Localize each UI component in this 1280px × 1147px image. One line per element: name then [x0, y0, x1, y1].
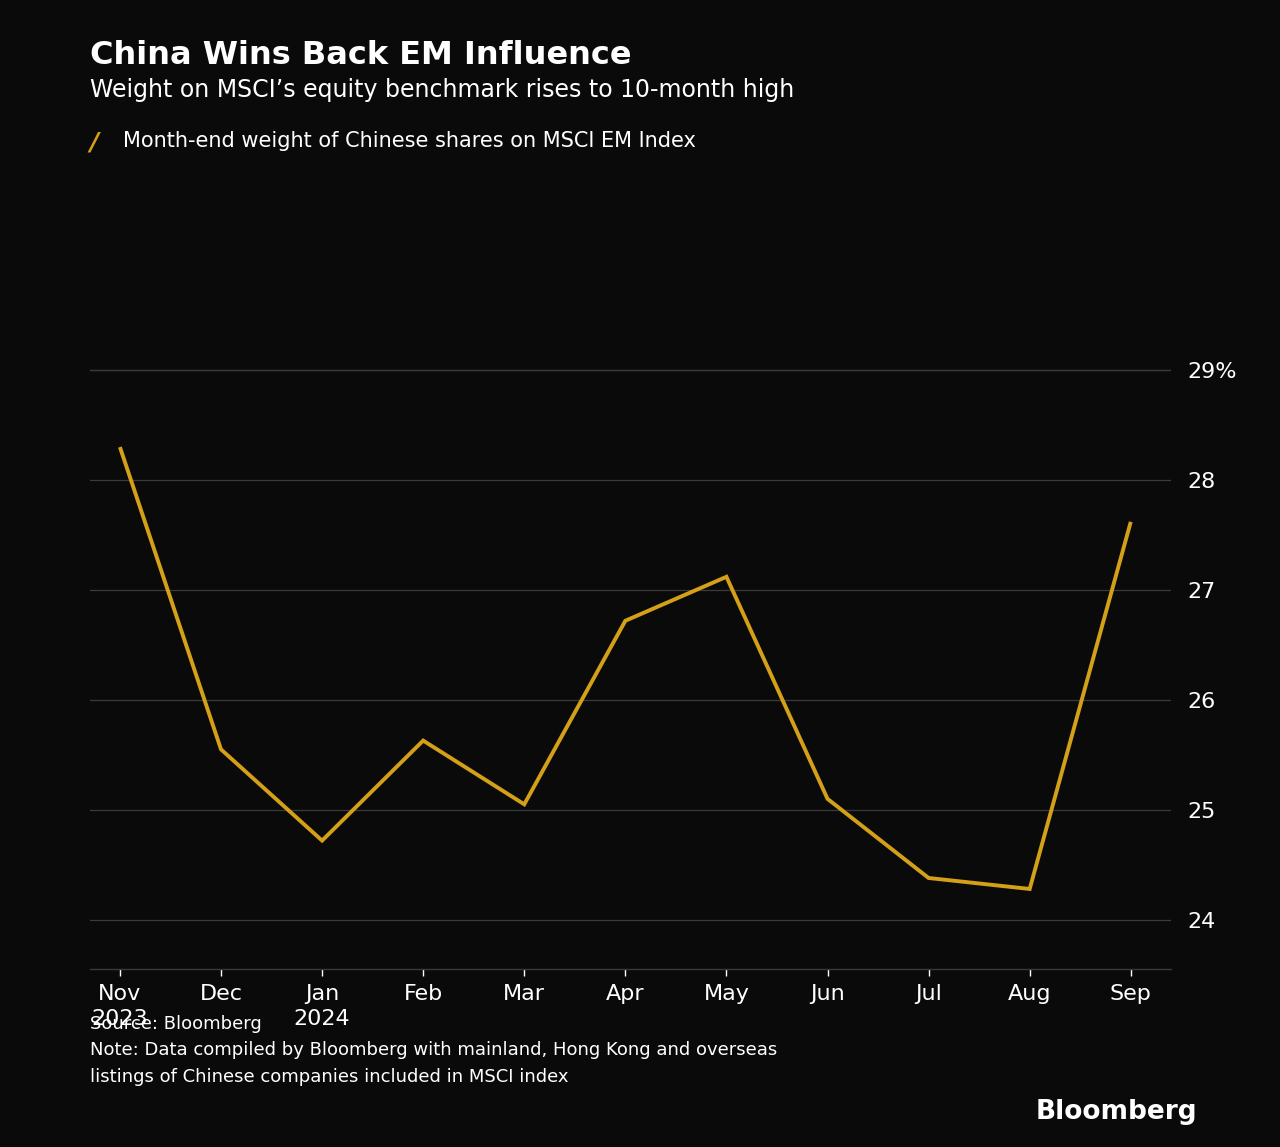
Text: Weight on MSCI’s equity benchmark rises to 10-month high: Weight on MSCI’s equity benchmark rises … [90, 78, 794, 102]
Text: /: / [90, 131, 99, 155]
Text: China Wins Back EM Influence: China Wins Back EM Influence [90, 40, 631, 71]
Text: Month-end weight of Chinese shares on MSCI EM Index: Month-end weight of Chinese shares on MS… [123, 131, 696, 150]
Text: Source: Bloomberg
Note: Data compiled by Bloomberg with mainland, Hong Kong and : Source: Bloomberg Note: Data compiled by… [90, 1015, 777, 1086]
Text: Bloomberg: Bloomberg [1036, 1099, 1197, 1125]
